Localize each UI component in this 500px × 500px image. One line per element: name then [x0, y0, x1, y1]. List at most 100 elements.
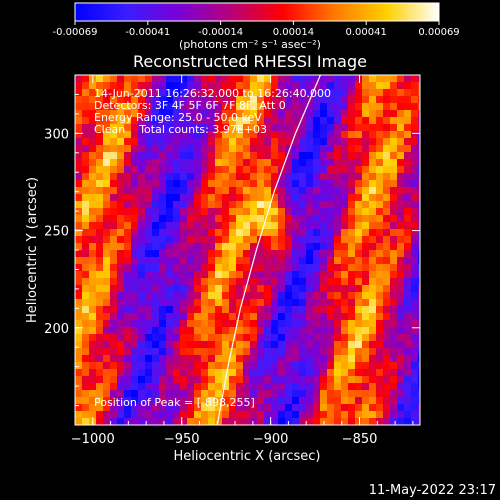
heatmap-cell — [201, 278, 209, 286]
heatmap-cell — [194, 320, 202, 328]
heatmap-cell — [180, 124, 188, 132]
heatmap-cell — [390, 355, 398, 363]
heatmap-cell — [355, 222, 363, 230]
heatmap-cell — [306, 264, 314, 272]
heatmap-cell — [180, 313, 188, 321]
heatmap-cell — [208, 229, 216, 237]
heatmap-cell — [292, 327, 300, 335]
heatmap-cell — [264, 145, 272, 153]
heatmap-cell — [124, 131, 132, 139]
heatmap-cell — [89, 341, 97, 349]
heatmap-cell — [89, 180, 97, 188]
heatmap-cell — [292, 299, 300, 307]
heatmap-cell — [257, 96, 265, 104]
heatmap-cell — [124, 89, 132, 97]
heatmap-cell — [383, 278, 391, 286]
heatmap-cell — [110, 257, 118, 265]
heatmap-cell — [320, 355, 328, 363]
heatmap-cell — [159, 215, 167, 223]
heatmap-cell — [313, 250, 321, 258]
heatmap-cell — [180, 341, 188, 349]
x-tick-label: −850 — [342, 432, 378, 447]
heatmap-cell — [348, 390, 356, 398]
heatmap-cell — [166, 411, 174, 419]
heatmap-cell — [166, 320, 174, 328]
heatmap-cell — [418, 159, 420, 167]
heatmap-cell — [145, 257, 153, 265]
heatmap-cell — [117, 124, 125, 132]
heatmap-cell — [306, 250, 314, 258]
heatmap-cell — [201, 180, 209, 188]
heatmap-cell — [236, 145, 244, 153]
heatmap-cell — [229, 201, 237, 209]
heatmap-cell — [390, 334, 398, 342]
heatmap-cell — [201, 138, 209, 146]
heatmap-cell — [166, 75, 174, 83]
heatmap-cell — [404, 411, 412, 419]
heatmap-cell — [229, 292, 237, 300]
heatmap-cell — [390, 327, 398, 335]
heatmap-cell — [131, 418, 139, 425]
heatmap-cell — [236, 257, 244, 265]
heatmap-cell — [103, 124, 111, 132]
heatmap-cell — [110, 341, 118, 349]
heatmap-cell — [264, 173, 272, 181]
heatmap-cell — [292, 404, 300, 412]
heatmap-cell — [222, 96, 230, 104]
heatmap-cell — [117, 362, 125, 370]
heatmap-cell — [383, 404, 391, 412]
heatmap-cell — [299, 110, 307, 118]
heatmap-cell — [390, 201, 398, 209]
heatmap-cell — [341, 376, 349, 384]
heatmap-cell — [376, 124, 384, 132]
heatmap-cell — [411, 96, 419, 104]
heatmap-cell — [320, 327, 328, 335]
heatmap-cell — [327, 404, 335, 412]
heatmap-cell — [306, 383, 314, 391]
heatmap-cell — [404, 278, 412, 286]
heatmap-cell — [397, 355, 405, 363]
heatmap-cell — [89, 369, 97, 377]
heatmap-cell — [313, 75, 321, 83]
heatmap-cell — [341, 110, 349, 118]
heatmap-cell — [166, 208, 174, 216]
heatmap-cell — [397, 110, 405, 118]
heatmap-cell — [96, 376, 104, 384]
heatmap-cell — [355, 250, 363, 258]
heatmap-cell — [299, 271, 307, 279]
heatmap-cell — [215, 117, 223, 125]
heatmap-cell — [320, 369, 328, 377]
heatmap-cell — [96, 418, 104, 425]
heatmap-cell — [173, 348, 181, 356]
heatmap-cell — [131, 173, 139, 181]
heatmap-cell — [145, 243, 153, 251]
heatmap-cell — [215, 208, 223, 216]
heatmap-cell — [138, 348, 146, 356]
heatmap-cell — [159, 208, 167, 216]
heatmap-cell — [82, 138, 90, 146]
heatmap-cell — [390, 222, 398, 230]
heatmap-cell — [334, 411, 342, 419]
heatmap-cell — [348, 355, 356, 363]
heatmap-cell — [138, 327, 146, 335]
heatmap-cell — [166, 236, 174, 244]
heatmap-cell — [355, 383, 363, 391]
heatmap-cell — [187, 215, 195, 223]
heatmap-cell — [208, 397, 216, 405]
heatmap-cell — [82, 292, 90, 300]
heatmap-cell — [103, 187, 111, 195]
heatmap-cell — [159, 299, 167, 307]
heatmap-cell — [243, 166, 251, 174]
heatmap-cell — [152, 243, 160, 251]
heatmap-cell — [222, 222, 230, 230]
heatmap-cell — [334, 215, 342, 223]
heatmap-cell — [180, 166, 188, 174]
heatmap-cell — [180, 236, 188, 244]
heatmap-cell — [299, 285, 307, 293]
heatmap-cell — [222, 173, 230, 181]
heatmap-cell — [110, 96, 118, 104]
heatmap-cell — [124, 278, 132, 286]
heatmap-cell — [285, 285, 293, 293]
heatmap-cell — [264, 117, 272, 125]
heatmap-cell — [117, 187, 125, 195]
